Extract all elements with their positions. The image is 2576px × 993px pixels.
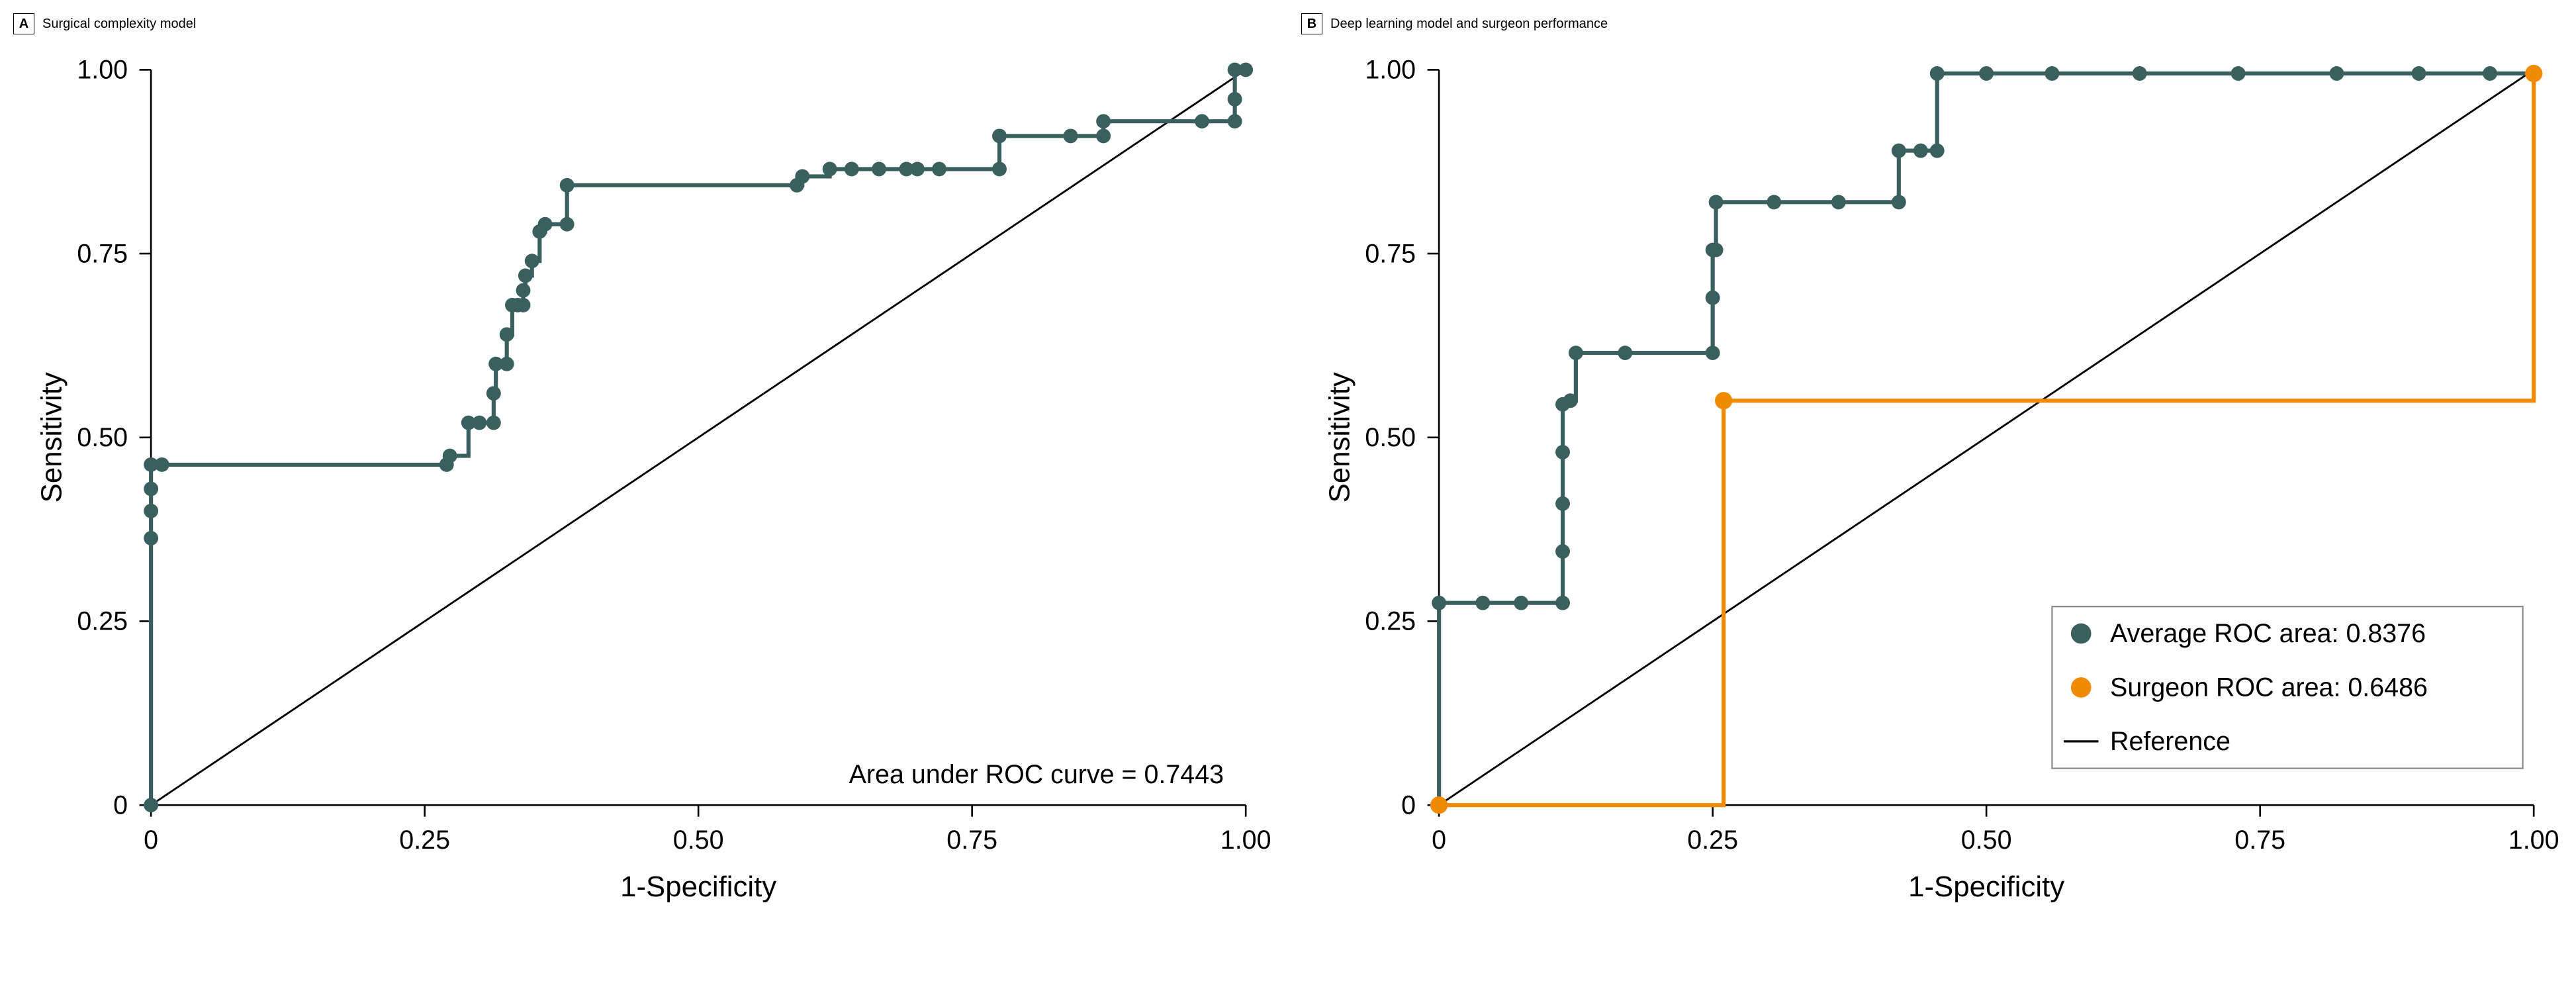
- svg-text:0.25: 0.25: [1365, 607, 1416, 636]
- svg-text:1-Specificity: 1-Specificity: [620, 871, 776, 903]
- svg-text:0.25: 0.25: [399, 826, 450, 855]
- svg-text:0.50: 0.50: [77, 423, 128, 452]
- svg-text:0.50: 0.50: [1365, 423, 1416, 452]
- annotation-text: Area under ROC curve = 0.7443: [849, 760, 1224, 789]
- svg-text:1.00: 1.00: [1365, 56, 1416, 85]
- svg-text:0.50: 0.50: [673, 826, 724, 855]
- svg-text:0.75: 0.75: [1365, 239, 1416, 268]
- legend: Average ROC area: 0.8376 Surgeon ROC area…: [2052, 606, 2522, 768]
- svg-text:Sensitivity: Sensitivity: [1323, 372, 1356, 502]
- svg-text:0.75: 0.75: [946, 826, 997, 855]
- svg-text:0.75: 0.75: [77, 239, 128, 268]
- panel-header: B Deep learning model and surgeon perform…: [1301, 13, 2563, 34]
- svg-text:0: 0: [1432, 826, 1446, 855]
- svg-text:0.50: 0.50: [1961, 826, 2012, 855]
- svg-text:1-Specificity: 1-Specificity: [1908, 871, 2064, 903]
- svg-text:0.25: 0.25: [77, 607, 128, 636]
- svg-text:0.25: 0.25: [1687, 826, 1738, 855]
- panel-title: Surgical complexity model: [42, 17, 196, 32]
- chart: 0 0.25 0.50 0.75 1.00 0 0.25 0.50 0.75 1.00 1-Spec…: [13, 44, 1275, 914]
- svg-text:0: 0: [144, 826, 158, 855]
- svg-text:0: 0: [113, 790, 128, 820]
- svg-text:Sensitivity: Sensitivity: [35, 372, 68, 502]
- svg-text:0: 0: [1401, 790, 1416, 820]
- legend-item-label: Average ROC area: 0.8376: [2110, 619, 2426, 648]
- panel-a: A Surgical complexity model 0 0.25 0.50 0.75 1…: [13, 13, 1275, 914]
- svg-text:0.75: 0.75: [2234, 826, 2285, 855]
- svg-text:1.00: 1.00: [2508, 826, 2559, 855]
- svg-text:1.00: 1.00: [77, 56, 128, 85]
- panel-letter: A: [13, 13, 34, 34]
- panel-title: Deep learning model and surgeon performa…: [1330, 17, 1608, 32]
- chart: 0 0.25 0.50 0.75 1.00 0 0.25 0.50 0.75 1.00 1-Spec…: [1301, 44, 2563, 914]
- panel-header: A Surgical complexity model: [13, 13, 1275, 34]
- panel-b: B Deep learning model and surgeon perform…: [1301, 13, 2563, 914]
- panel-letter: B: [1301, 13, 1322, 34]
- svg-text:1.00: 1.00: [1220, 826, 1271, 855]
- legend-item-label: Surgeon ROC area: 0.6486: [2110, 673, 2428, 702]
- legend-item-label: Reference: [2110, 727, 2231, 756]
